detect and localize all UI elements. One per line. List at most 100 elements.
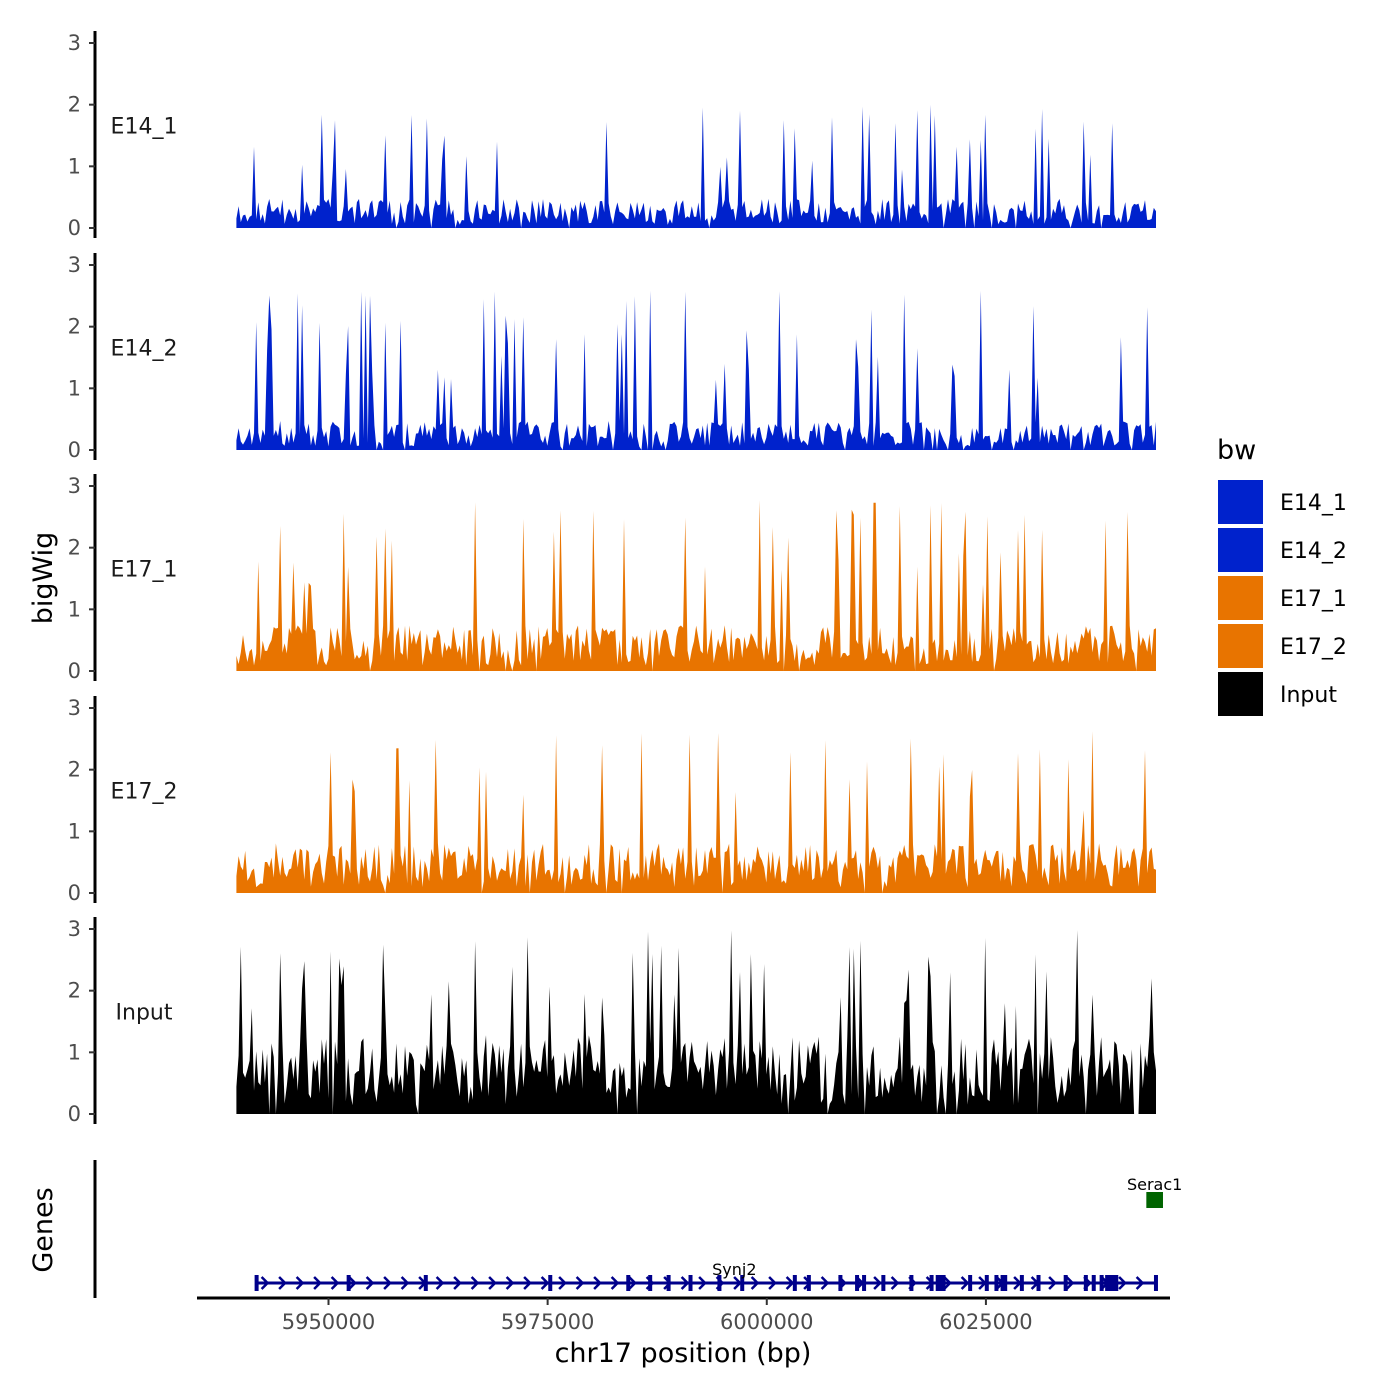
gene-body xyxy=(1146,1192,1163,1208)
strand-arrow xyxy=(313,1276,322,1290)
gene-label: Serac1 xyxy=(1127,1175,1182,1194)
strand-arrow xyxy=(505,1276,515,1290)
exon xyxy=(548,1275,553,1291)
legend-label: E14_1 xyxy=(1280,491,1347,516)
legend-swatch xyxy=(1218,576,1263,620)
exon xyxy=(1003,1275,1008,1291)
y-tick-label: 0 xyxy=(68,216,81,240)
exon xyxy=(935,1275,940,1291)
y-tick-label: 1 xyxy=(68,597,81,621)
exon xyxy=(938,1275,946,1291)
strand-arrow xyxy=(330,1276,340,1290)
gene-track: Synj2 Serac1 xyxy=(93,1160,1182,1298)
strand-arrow xyxy=(960,1276,970,1290)
legend-swatch xyxy=(1218,672,1263,716)
y-tick-label: 2 xyxy=(68,536,81,560)
strand-arrow xyxy=(278,1276,287,1290)
exon xyxy=(423,1275,428,1291)
y-tick-label: 3 xyxy=(68,253,81,277)
legend-label: Input xyxy=(1280,683,1337,708)
strand-arrow xyxy=(383,1276,392,1290)
y-tick-label: 3 xyxy=(68,31,81,55)
track-Input: 0 1 2 3 Input xyxy=(68,917,1156,1126)
x-tick-label: 5950000 xyxy=(282,1310,376,1334)
exon xyxy=(881,1275,886,1291)
exon xyxy=(688,1275,693,1291)
strand-arrow xyxy=(453,1276,462,1290)
strand-arrow xyxy=(890,1276,900,1290)
track-E17_1: 0 1 2 3 E17_1 xyxy=(68,474,1156,683)
strand-arrow xyxy=(943,1276,952,1290)
exon xyxy=(806,1275,811,1291)
legend-swatch xyxy=(1218,624,1263,668)
x-tick-label: 5975000 xyxy=(501,1310,595,1334)
exon xyxy=(1000,1275,1005,1291)
exon xyxy=(1099,1275,1104,1291)
x-tick-label: 6000000 xyxy=(720,1310,814,1334)
exon xyxy=(792,1275,797,1291)
y-tick-label: 0 xyxy=(68,881,81,905)
y-axis-title: bigWig xyxy=(28,532,59,625)
strand-arrow xyxy=(1065,1276,1075,1290)
exon xyxy=(717,1275,722,1291)
strand-arrow xyxy=(435,1276,445,1290)
strand-arrow xyxy=(680,1276,690,1290)
strand-arrow xyxy=(610,1276,620,1290)
gene-Serac1: Serac1 xyxy=(1127,1175,1182,1208)
legend: bw E14_1 E14_2 E17_1 E17_2 Input xyxy=(1217,435,1347,716)
coverage-tracks: 0 1 2 3 E14_1 0 1 2 3 E14_2 0 1 2 3 E17_1 0 1 2 3 E17_2 0 1 2 3… xyxy=(68,31,1156,1126)
exon xyxy=(1036,1275,1041,1291)
exon xyxy=(929,1275,934,1291)
strand-arrow xyxy=(1135,1276,1145,1290)
x-tick-label: 6025000 xyxy=(939,1310,1033,1334)
strand-arrow xyxy=(470,1276,480,1290)
y-tick-label: 0 xyxy=(68,1102,81,1126)
strand-arrow xyxy=(488,1276,497,1290)
coverage-area xyxy=(236,930,1156,1114)
x-axis: 5950000 5975000 6000000 6025000 xyxy=(197,1296,1170,1334)
y-tick-label: 2 xyxy=(68,758,81,782)
track-label: Input xyxy=(116,1001,173,1026)
y-tick-label: 1 xyxy=(68,819,81,843)
y-tick-label: 0 xyxy=(68,438,81,462)
track-E14_2: 0 1 2 3 E14_2 xyxy=(68,253,1156,462)
strand-arrow xyxy=(575,1276,585,1290)
y-tick-label: 3 xyxy=(68,696,81,720)
strand-arrow xyxy=(820,1276,830,1290)
strand-arrow xyxy=(628,1276,637,1290)
legend-entry: Input xyxy=(1218,672,1337,716)
legend-label: E17_2 xyxy=(1280,635,1347,660)
y-tick-label: 0 xyxy=(68,659,81,683)
exon xyxy=(1091,1275,1096,1291)
strand-arrow xyxy=(400,1276,410,1290)
exon xyxy=(626,1275,631,1291)
legend-swatch xyxy=(1218,480,1263,524)
exon xyxy=(648,1275,653,1291)
y-tick-label: 1 xyxy=(68,376,81,400)
strand-arrow xyxy=(1118,1276,1127,1290)
strand-arrow xyxy=(873,1276,882,1290)
coverage-area xyxy=(236,104,1156,228)
exon xyxy=(909,1275,914,1291)
exon xyxy=(1063,1275,1068,1291)
legend-swatch xyxy=(1218,528,1263,572)
legend-label: E14_2 xyxy=(1280,539,1347,564)
coverage-area xyxy=(236,500,1156,671)
legend-entry: E14_1 xyxy=(1218,480,1347,524)
strand-arrow xyxy=(348,1276,357,1290)
legend-entry: E17_2 xyxy=(1218,624,1347,668)
exon xyxy=(1153,1275,1158,1291)
y-tick-label: 3 xyxy=(68,474,81,498)
track-label: E14_2 xyxy=(111,337,178,362)
exon xyxy=(1019,1275,1024,1291)
coverage-area xyxy=(236,290,1156,450)
gene-Synj2: Synj2 xyxy=(254,1260,1158,1291)
exon xyxy=(838,1275,843,1291)
strand-arrow xyxy=(295,1276,305,1290)
legend-label: E17_1 xyxy=(1280,587,1347,612)
strand-arrow xyxy=(698,1276,707,1290)
x-axis-title: chr17 position (bp) xyxy=(555,1338,812,1369)
track-label: E14_1 xyxy=(111,115,178,140)
strand-arrow xyxy=(785,1276,795,1290)
